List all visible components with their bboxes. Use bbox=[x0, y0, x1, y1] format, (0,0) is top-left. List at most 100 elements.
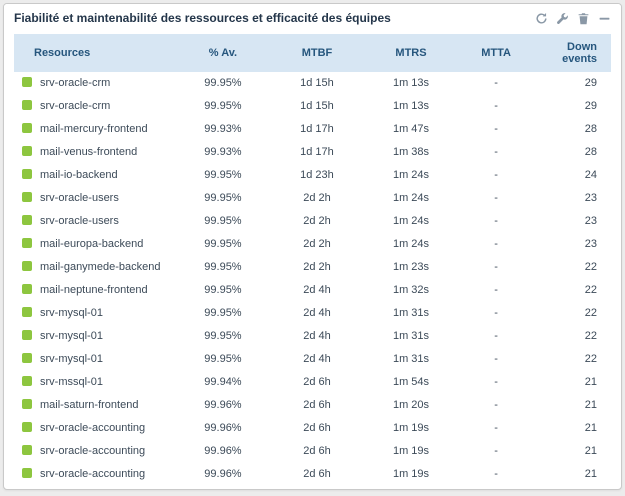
refresh-icon[interactable] bbox=[535, 12, 548, 25]
table-row[interactable]: srv-oracle-crm 99.95% 1d 15h 1m 13s - 29 bbox=[14, 95, 611, 118]
mtrs-value: 1m 24s bbox=[363, 187, 459, 210]
resource-name: srv-mysql-01 bbox=[40, 330, 103, 342]
wrench-icon[interactable] bbox=[556, 12, 569, 25]
availability-value: 99.95% bbox=[175, 164, 271, 187]
table-row[interactable]: mail-venus-frontend 99.93% 1d 17h 1m 38s… bbox=[14, 141, 611, 164]
table-row[interactable]: mail-europa-backend 99.95% 2d 2h 1m 24s … bbox=[14, 233, 611, 256]
table-row[interactable]: srv-oracle-crm 99.95% 1d 15h 1m 13s - 29 bbox=[14, 72, 611, 95]
down-events-value: 21 bbox=[533, 394, 611, 417]
mtta-value: - bbox=[458, 371, 534, 394]
mtbf-value: 2d 4h bbox=[270, 348, 364, 371]
widget-toolbar bbox=[535, 12, 611, 25]
down-events-value: 22 bbox=[533, 348, 611, 371]
availability-value: 99.96% bbox=[175, 394, 271, 417]
mtbf-value: 2d 6h bbox=[270, 417, 364, 440]
table-row[interactable]: mail-ganymede-backend 99.95% 2d 2h 1m 23… bbox=[14, 256, 611, 279]
resource-name: mail-neptune-frontend bbox=[40, 284, 148, 296]
availability-value: 99.95% bbox=[175, 72, 271, 95]
table-row[interactable]: srv-oracle-accounting 99.96% 2d 6h 1m 19… bbox=[14, 440, 611, 463]
resource-name: srv-oracle-users bbox=[40, 192, 119, 204]
mtrs-value: 1m 54s bbox=[363, 371, 459, 394]
mtta-value: - bbox=[458, 348, 534, 371]
table-row[interactable]: srv-oracle-users 99.95% 2d 2h 1m 24s - 2… bbox=[14, 210, 611, 233]
mtta-value: - bbox=[458, 256, 534, 279]
mtta-value: - bbox=[458, 141, 534, 164]
widget-card: Fiabilité et maintenabilité des ressourc… bbox=[3, 3, 622, 490]
resource-name: srv-mysql-01 bbox=[40, 353, 103, 365]
table-header-row: Resources % Av. MTBF MTRS MTTA Down even… bbox=[14, 34, 611, 72]
table-row[interactable]: srv-mysql-01 99.95% 2d 4h 1m 31s - 22 bbox=[14, 348, 611, 371]
column-header-mtrs[interactable]: MTRS bbox=[363, 34, 459, 72]
mtrs-value: 1m 24s bbox=[363, 210, 459, 233]
status-ok-icon bbox=[22, 376, 32, 386]
mtrs-value: 1m 19s bbox=[363, 463, 459, 486]
mtrs-value: 1m 31s bbox=[363, 325, 459, 348]
table-row[interactable]: mail-io-backend 99.95% 1d 23h 1m 24s - 2… bbox=[14, 164, 611, 187]
status-ok-icon bbox=[22, 261, 32, 271]
status-ok-icon bbox=[22, 146, 32, 156]
table-row[interactable]: mail-saturn-frontend 99.96% 2d 6h 1m 20s… bbox=[14, 394, 611, 417]
mtbf-value: 1d 15h bbox=[270, 72, 364, 95]
column-header-mtbf[interactable]: MTBF bbox=[270, 34, 364, 72]
status-ok-icon bbox=[22, 169, 32, 179]
down-events-value: 28 bbox=[533, 118, 611, 141]
mtbf-value: 1d 15h bbox=[270, 95, 364, 118]
trash-icon[interactable] bbox=[577, 12, 590, 25]
table-row[interactable]: mail-mercury-frontend 99.93% 1d 17h 1m 4… bbox=[14, 118, 611, 141]
mtrs-value: 1m 24s bbox=[363, 164, 459, 187]
column-header-availability[interactable]: % Av. bbox=[175, 34, 271, 72]
table-row[interactable]: srv-mysql-01 99.95% 2d 4h 1m 31s - 22 bbox=[14, 302, 611, 325]
mtta-value: - bbox=[458, 440, 534, 463]
availability-value: 99.95% bbox=[175, 187, 271, 210]
down-events-value: 22 bbox=[533, 302, 611, 325]
mtbf-value: 2d 2h bbox=[270, 210, 364, 233]
availability-value: 99.96% bbox=[175, 463, 271, 486]
widget-title: Fiabilité et maintenabilité des ressourc… bbox=[14, 11, 391, 25]
availability-value: 99.95% bbox=[175, 233, 271, 256]
widget-header: Fiabilité et maintenabilité des ressourc… bbox=[4, 4, 621, 31]
resource-name: srv-mssql-01 bbox=[40, 376, 103, 388]
down-events-value: 21 bbox=[533, 417, 611, 440]
table-row[interactable]: srv-mysql-01 99.95% 2d 4h 1m 31s - 22 bbox=[14, 325, 611, 348]
table-row[interactable]: srv-oracle-accounting 99.96% 2d 6h 1m 19… bbox=[14, 463, 611, 486]
availability-value: 99.95% bbox=[175, 95, 271, 118]
availability-value: 99.96% bbox=[175, 440, 271, 463]
down-events-value: 29 bbox=[533, 72, 611, 95]
status-ok-icon bbox=[22, 422, 32, 432]
resource-name: mail-europa-backend bbox=[40, 238, 144, 250]
status-ok-icon bbox=[22, 445, 32, 455]
down-events-value: 28 bbox=[533, 141, 611, 164]
mtta-value: - bbox=[458, 417, 534, 440]
status-ok-icon bbox=[22, 330, 32, 340]
column-header-mtta[interactable]: MTTA bbox=[458, 34, 534, 72]
status-ok-icon bbox=[22, 100, 32, 110]
mtbf-value: 2d 6h bbox=[270, 463, 364, 486]
resource-name: srv-oracle-crm bbox=[40, 100, 111, 112]
mtrs-value: 1m 47s bbox=[363, 118, 459, 141]
table-row[interactable]: srv-oracle-users 99.95% 2d 2h 1m 24s - 2… bbox=[14, 187, 611, 210]
availability-value: 99.95% bbox=[175, 256, 271, 279]
mtta-value: - bbox=[458, 325, 534, 348]
mtta-value: - bbox=[458, 118, 534, 141]
status-ok-icon bbox=[22, 468, 32, 478]
mtbf-value: 1d 17h bbox=[270, 141, 364, 164]
resource-table-body: srv-oracle-crm 99.95% 1d 15h 1m 13s - 29… bbox=[14, 72, 611, 486]
column-header-resources[interactable]: Resources bbox=[14, 34, 176, 72]
status-ok-icon bbox=[22, 123, 32, 133]
down-events-value: 23 bbox=[533, 210, 611, 233]
mtrs-value: 1m 13s bbox=[363, 72, 459, 95]
table-row[interactable]: srv-oracle-accounting 99.96% 2d 6h 1m 19… bbox=[14, 417, 611, 440]
minus-icon[interactable] bbox=[598, 12, 611, 25]
status-ok-icon bbox=[22, 353, 32, 363]
availability-value: 99.95% bbox=[175, 348, 271, 371]
table-row[interactable]: mail-neptune-frontend 99.95% 2d 4h 1m 32… bbox=[14, 279, 611, 302]
mtbf-value: 2d 6h bbox=[270, 394, 364, 417]
down-events-value: 23 bbox=[533, 187, 611, 210]
mtrs-value: 1m 38s bbox=[363, 141, 459, 164]
resource-name: srv-mysql-01 bbox=[40, 307, 103, 319]
table-row[interactable]: srv-mssql-01 99.94% 2d 6h 1m 54s - 21 bbox=[14, 371, 611, 394]
column-header-down-events[interactable]: Down events bbox=[533, 34, 611, 72]
mtbf-value: 2d 6h bbox=[270, 371, 364, 394]
mtrs-value: 1m 20s bbox=[363, 394, 459, 417]
status-ok-icon bbox=[22, 238, 32, 248]
